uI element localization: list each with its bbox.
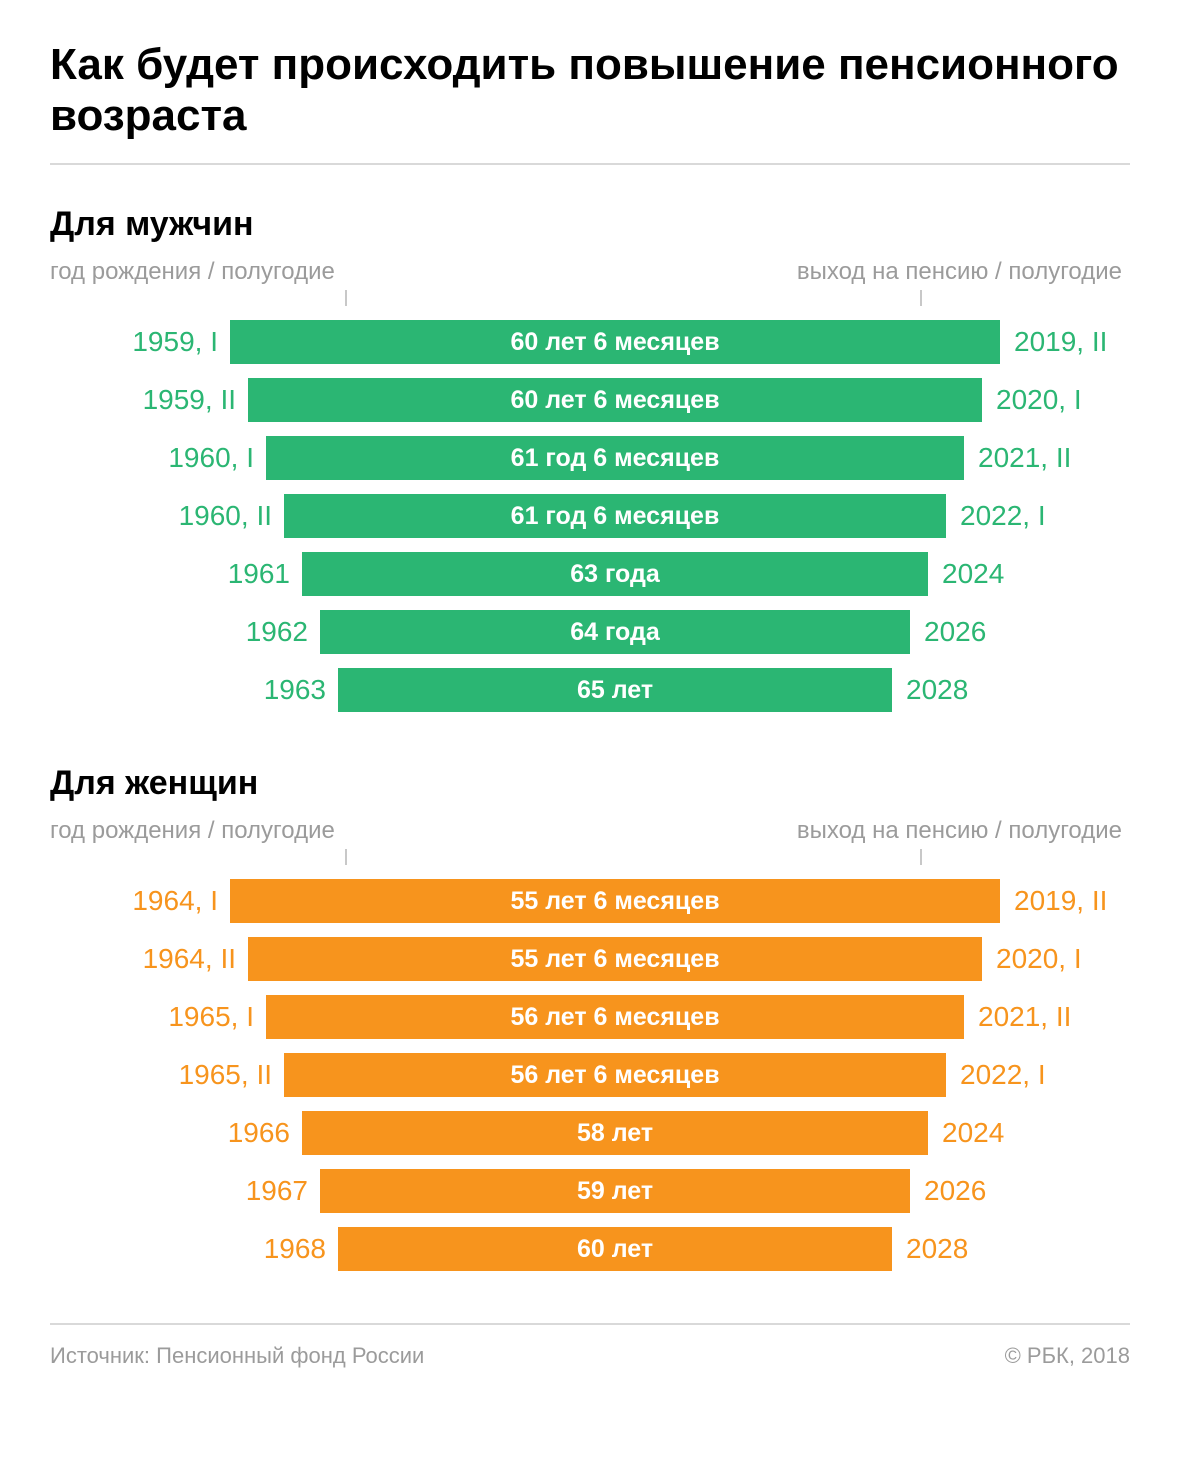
tick-right <box>920 290 922 306</box>
retire-year-label: 2022, I <box>946 500 1130 532</box>
title-divider <box>50 163 1130 165</box>
table-row: 1959, II60 лет 6 месяцев2020, I <box>50 376 1130 424</box>
table-row: 196163 года2024 <box>50 550 1130 598</box>
source-label: Источник: Пенсионный фонд России <box>50 1343 424 1369</box>
age-bar: 61 год 6 месяцев <box>266 436 964 480</box>
table-row: 196860 лет2028 <box>50 1225 1130 1273</box>
table-row: 1964, II55 лет 6 месяцев2020, I <box>50 935 1130 983</box>
birth-year-label: 1960, I <box>50 442 266 474</box>
page-title: Как будет происходить повышение пенсионн… <box>50 40 1130 141</box>
age-bar: 59 лет <box>320 1169 910 1213</box>
birth-year-label: 1964, II <box>50 943 248 975</box>
bar-wrap: 55 лет 6 месяцев <box>230 879 1000 923</box>
table-row: 1965, II56 лет 6 месяцев2022, I <box>50 1051 1130 1099</box>
header-labels: год рождения / полугодиевыход на пенсию … <box>50 817 1130 845</box>
table-row: 1959, I60 лет 6 месяцев2019, II <box>50 318 1130 366</box>
tick-left <box>345 849 347 865</box>
age-bar: 56 лет 6 месяцев <box>284 1053 946 1097</box>
age-bar: 55 лет 6 месяцев <box>230 879 1000 923</box>
bar-wrap: 59 лет <box>320 1169 910 1213</box>
retire-year-label: 2024 <box>928 1117 1130 1149</box>
bar-wrap: 61 год 6 месяцев <box>284 494 946 538</box>
retire-year-label: 2022, I <box>946 1059 1130 1091</box>
rows-men: 1959, I60 лет 6 месяцев2019, II1959, II6… <box>50 318 1130 714</box>
header-right-label: выход на пенсию / полугодие <box>360 258 1130 286</box>
birth-year-label: 1965, II <box>50 1059 284 1091</box>
retire-year-label: 2021, II <box>964 442 1130 474</box>
retire-year-label: 2020, I <box>982 384 1130 416</box>
table-row: 196759 лет2026 <box>50 1167 1130 1215</box>
header-left-label: год рождения / полугодие <box>50 817 360 845</box>
birth-year-label: 1968 <box>50 1233 338 1265</box>
table-row: 196365 лет2028 <box>50 666 1130 714</box>
age-bar: 60 лет 6 месяцев <box>248 378 982 422</box>
header-left-label: год рождения / полугодие <box>50 258 360 286</box>
retire-year-label: 2028 <box>892 1233 1130 1265</box>
age-bar: 61 год 6 месяцев <box>284 494 946 538</box>
birth-year-label: 1967 <box>50 1175 320 1207</box>
copyright-label: © РБК, 2018 <box>1005 1343 1130 1369</box>
birth-year-label: 1963 <box>50 674 338 706</box>
bar-wrap: 58 лет <box>302 1111 928 1155</box>
age-bar: 60 лет 6 месяцев <box>230 320 1000 364</box>
section-men: Для мужчин год рождения / полугодиевыход … <box>50 205 1130 714</box>
bar-wrap: 56 лет 6 месяцев <box>266 995 964 1039</box>
section-title-men: Для мужчин <box>50 205 1130 244</box>
table-row: 1960, II61 год 6 месяцев2022, I <box>50 492 1130 540</box>
table-row: 1960, I61 год 6 месяцев2021, II <box>50 434 1130 482</box>
retire-year-label: 2020, I <box>982 943 1130 975</box>
table-row: 1964, I55 лет 6 месяцев2019, II <box>50 877 1130 925</box>
birth-year-label: 1962 <box>50 616 320 648</box>
age-bar: 55 лет 6 месяцев <box>248 937 982 981</box>
footer: Источник: Пенсионный фонд России © РБК, … <box>50 1323 1130 1369</box>
birth-year-label: 1965, I <box>50 1001 266 1033</box>
section-title-women: Для женщин <box>50 764 1130 803</box>
age-bar: 56 лет 6 месяцев <box>266 995 964 1039</box>
tick-right <box>920 849 922 865</box>
retire-year-label: 2026 <box>910 616 1130 648</box>
axis-ticks <box>50 290 1130 308</box>
sections-container: Для мужчингод рождения / полугодиевыход … <box>50 205 1130 1273</box>
age-bar: 64 года <box>320 610 910 654</box>
bar-wrap: 55 лет 6 месяцев <box>248 937 982 981</box>
birth-year-label: 1966 <box>50 1117 302 1149</box>
retire-year-label: 2019, II <box>1000 326 1130 358</box>
table-row: 1965, I56 лет 6 месяцев2021, II <box>50 993 1130 1041</box>
birth-year-label: 1959, I <box>50 326 230 358</box>
rows-women: 1964, I55 лет 6 месяцев2019, II1964, II5… <box>50 877 1130 1273</box>
bar-wrap: 60 лет <box>338 1227 892 1271</box>
bar-wrap: 60 лет 6 месяцев <box>248 378 982 422</box>
tick-left <box>345 290 347 306</box>
retire-year-label: 2024 <box>928 558 1130 590</box>
header-right-label: выход на пенсию / полугодие <box>360 817 1130 845</box>
age-bar: 60 лет <box>338 1227 892 1271</box>
section-women: Для женщин год рождения / полугодиевыход … <box>50 764 1130 1273</box>
age-bar: 65 лет <box>338 668 892 712</box>
bar-wrap: 64 года <box>320 610 910 654</box>
table-row: 196658 лет2024 <box>50 1109 1130 1157</box>
birth-year-label: 1961 <box>50 558 302 590</box>
retire-year-label: 2028 <box>892 674 1130 706</box>
bar-wrap: 60 лет 6 месяцев <box>230 320 1000 364</box>
birth-year-label: 1964, I <box>50 885 230 917</box>
header-labels: год рождения / полугодиевыход на пенсию … <box>50 258 1130 286</box>
bar-wrap: 63 года <box>302 552 928 596</box>
table-row: 196264 года2026 <box>50 608 1130 656</box>
birth-year-label: 1959, II <box>50 384 248 416</box>
axis-ticks <box>50 849 1130 867</box>
retire-year-label: 2019, II <box>1000 885 1130 917</box>
bar-wrap: 56 лет 6 месяцев <box>284 1053 946 1097</box>
bar-wrap: 65 лет <box>338 668 892 712</box>
retire-year-label: 2021, II <box>964 1001 1130 1033</box>
bar-wrap: 61 год 6 месяцев <box>266 436 964 480</box>
birth-year-label: 1960, II <box>50 500 284 532</box>
retire-year-label: 2026 <box>910 1175 1130 1207</box>
age-bar: 63 года <box>302 552 928 596</box>
age-bar: 58 лет <box>302 1111 928 1155</box>
